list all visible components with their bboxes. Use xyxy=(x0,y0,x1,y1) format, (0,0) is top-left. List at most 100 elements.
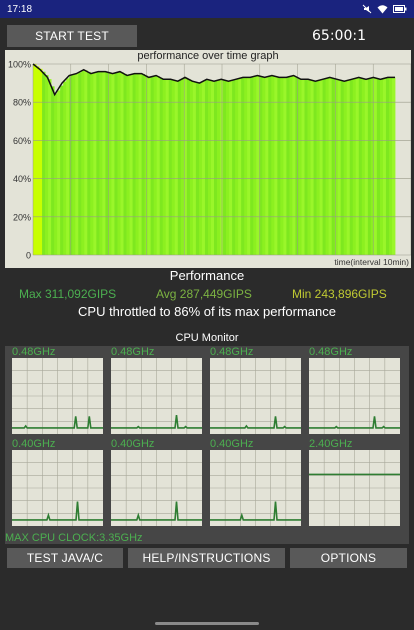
performance-bar xyxy=(355,77,360,255)
cpu-usage-line xyxy=(210,416,301,429)
performance-bar xyxy=(262,77,266,256)
performance-bar xyxy=(57,90,61,255)
performance-bar xyxy=(192,81,197,255)
performance-bar xyxy=(340,80,345,255)
cpu-core-7: 0.40GHz xyxy=(210,438,301,526)
performance-bar xyxy=(198,82,203,256)
performance-bar xyxy=(229,80,233,255)
cpu-core-1: 0.48GHz xyxy=(12,346,103,434)
performance-bar xyxy=(48,79,52,255)
performance-bar xyxy=(289,76,293,255)
performance-bar xyxy=(292,75,296,255)
cpu-usage-line xyxy=(210,501,301,521)
test-java-c-button[interactable]: TEST JAVA/C xyxy=(7,548,123,568)
performance-bar xyxy=(268,75,272,255)
performance-bar xyxy=(210,80,215,255)
performance-bar xyxy=(373,78,378,255)
cpu-core-graph xyxy=(12,450,103,526)
performance-bar xyxy=(180,78,185,255)
cpu-core-3: 0.48GHz xyxy=(210,346,301,434)
performance-bar xyxy=(214,80,218,255)
performance-bar xyxy=(235,78,239,256)
throttle-summary: CPU throttled to 86% of its max performa… xyxy=(78,304,336,319)
performance-bar xyxy=(120,72,124,255)
performance-bar xyxy=(33,64,37,255)
performance-bar xyxy=(226,80,230,255)
performance-bar xyxy=(129,74,133,255)
max-cpu-clock: MAX CPU CLOCK:3.35GHz xyxy=(5,532,143,544)
performance-bar xyxy=(337,80,342,255)
performance-bar xyxy=(90,73,94,256)
min-performance: Min 243,896GIPS xyxy=(292,287,387,301)
cpu-usage-line xyxy=(111,501,202,521)
performance-bar xyxy=(364,78,369,255)
performance-bar xyxy=(382,77,387,256)
performance-bar xyxy=(379,78,384,255)
performance-bar xyxy=(286,76,290,255)
performance-bar xyxy=(96,71,100,255)
mute-icon xyxy=(362,4,372,14)
performance-bar xyxy=(325,77,330,255)
performance-bar xyxy=(111,73,115,255)
performance-bar xyxy=(247,77,251,256)
performance-bar xyxy=(93,72,97,255)
performance-bar xyxy=(183,77,188,256)
status-bar: 17:18 xyxy=(0,0,414,18)
cpu-usage-line xyxy=(12,501,103,521)
performance-bar xyxy=(265,76,269,255)
status-icons xyxy=(362,4,407,14)
performance-bar xyxy=(162,79,167,255)
performance-bar xyxy=(126,75,130,255)
performance-bar xyxy=(334,79,339,255)
performance-bar xyxy=(232,79,236,255)
performance-bar xyxy=(87,71,91,255)
performance-bar xyxy=(271,75,275,255)
performance-bar xyxy=(274,76,278,255)
performance-bar xyxy=(259,76,263,255)
avg-performance: Avg 287,449GIPS xyxy=(156,287,252,301)
cpu-core-frequency: 0.48GHz xyxy=(12,346,56,358)
options-button[interactable]: OPTIONS xyxy=(290,548,407,568)
performance-bar xyxy=(132,73,136,255)
performance-bar xyxy=(388,77,393,256)
performance-bar xyxy=(361,78,366,255)
performance-bar xyxy=(207,79,212,256)
performance-bar xyxy=(159,77,164,256)
performance-bar xyxy=(171,79,176,255)
start-test-button[interactable]: START TEST xyxy=(7,25,137,47)
help-instructions-button[interactable]: HELP/INSTRUCTIONS xyxy=(128,548,285,568)
timer-readout: 65:00:1 xyxy=(312,28,366,44)
graph-title: performance over time graph xyxy=(137,50,279,62)
performance-bar xyxy=(304,79,308,255)
performance-bar xyxy=(54,93,58,255)
cpu-core-frequency: 0.48GHz xyxy=(111,346,155,358)
performance-bar xyxy=(63,81,67,255)
cpu-core-frequency: 0.48GHz xyxy=(309,346,353,358)
performance-bar xyxy=(141,74,146,255)
performance-bar xyxy=(102,71,106,255)
performance-bar xyxy=(195,82,200,255)
performance-bar xyxy=(322,78,327,255)
battery-icon xyxy=(393,5,407,13)
performance-bar xyxy=(156,76,161,255)
y-tick-label: 80% xyxy=(13,98,31,108)
performance-bar xyxy=(331,78,336,255)
performance-bar xyxy=(66,78,70,255)
performance-bar xyxy=(147,77,152,256)
performance-bar xyxy=(78,72,82,255)
performance-title: Performance xyxy=(169,268,245,283)
cpu-core-frequency: 0.48GHz xyxy=(210,346,254,358)
navigation-handle[interactable] xyxy=(155,622,259,625)
performance-bar xyxy=(253,76,257,255)
performance-bar xyxy=(150,76,155,255)
performance-bar xyxy=(123,73,127,255)
performance-bar xyxy=(385,77,390,256)
performance-bar xyxy=(352,78,357,255)
cpu-core-frequency: 0.40GHz xyxy=(210,438,254,450)
cpu-core-6: 0.40GHz xyxy=(111,438,202,526)
performance-bar xyxy=(204,79,209,255)
performance-bar xyxy=(283,77,287,256)
cpu-core-5: 0.40GHz xyxy=(12,438,103,526)
performance-bar xyxy=(45,74,49,256)
performance-bar xyxy=(201,81,206,255)
